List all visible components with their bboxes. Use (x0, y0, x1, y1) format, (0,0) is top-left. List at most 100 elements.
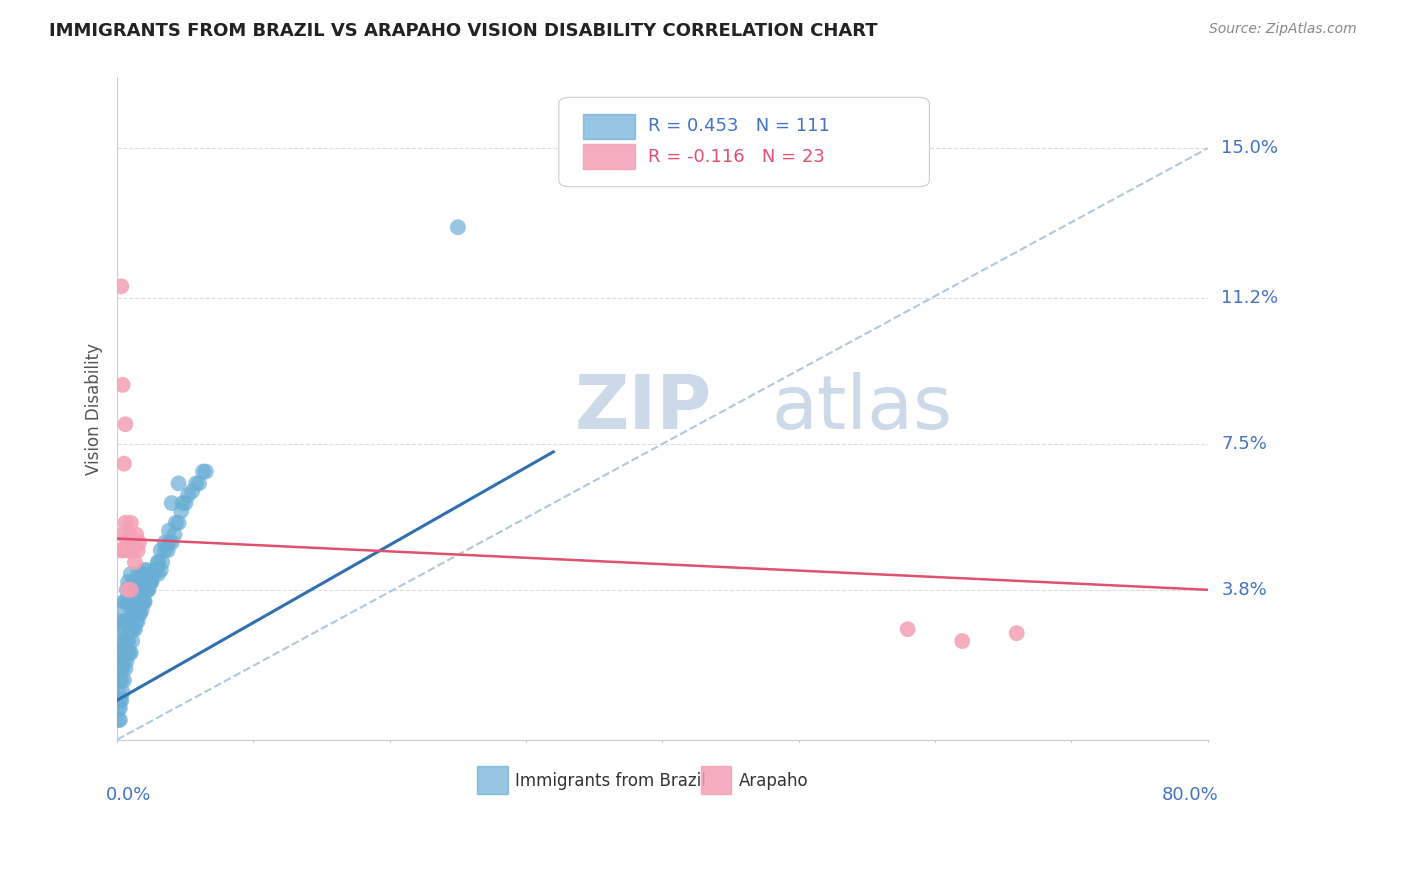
Point (111, 622, 134, 636)
Point (127, 567, 149, 582)
Text: 3.8%: 3.8% (1222, 581, 1267, 599)
Point (124, 555, 146, 569)
Point (110, 693, 132, 707)
Point (177, 488, 200, 502)
Point (897, 622, 920, 636)
Point (115, 615, 138, 629)
Point (114, 516, 136, 530)
Point (131, 567, 153, 582)
Point (122, 535, 145, 549)
Point (117, 646, 139, 660)
Bar (582, 145, 636, 169)
Text: 7.5%: 7.5% (1222, 435, 1267, 453)
Point (132, 567, 155, 582)
Point (110, 646, 132, 660)
Point (112, 654, 135, 668)
Point (120, 567, 142, 582)
Point (138, 582, 160, 597)
Point (114, 646, 136, 660)
Point (160, 496, 183, 510)
Point (167, 516, 190, 530)
Point (117, 543, 139, 558)
Point (141, 574, 163, 589)
Bar (700, 766, 731, 794)
Point (120, 582, 142, 597)
Point (117, 582, 139, 597)
Point (108, 646, 131, 660)
Point (146, 555, 169, 569)
Text: R = 0.453   N = 111: R = 0.453 N = 111 (648, 118, 830, 136)
Point (112, 673, 135, 688)
Point (112, 634, 135, 648)
Point (114, 594, 136, 608)
Point (115, 582, 138, 597)
Point (447, 220, 470, 235)
Point (121, 634, 143, 648)
Point (128, 574, 150, 589)
Point (129, 574, 152, 589)
Text: 0.0%: 0.0% (107, 786, 152, 804)
Point (174, 496, 197, 510)
Point (117, 574, 139, 589)
Point (114, 622, 136, 636)
Point (165, 516, 187, 530)
Point (167, 476, 190, 491)
Point (136, 582, 159, 597)
Point (163, 527, 186, 541)
Point (157, 524, 180, 538)
Point (186, 476, 208, 491)
Point (112, 457, 135, 471)
Point (120, 582, 142, 597)
Point (111, 646, 134, 660)
Point (143, 567, 166, 582)
Point (108, 673, 131, 688)
Point (149, 563, 172, 577)
Text: Arapaho: Arapaho (738, 772, 808, 789)
Point (111, 662, 134, 676)
Point (122, 622, 145, 636)
Point (110, 662, 132, 676)
Point (112, 543, 135, 558)
Point (139, 574, 162, 589)
Point (111, 602, 134, 616)
Point (118, 594, 141, 608)
Point (135, 582, 157, 597)
Point (115, 535, 138, 549)
Point (125, 582, 148, 597)
Point (120, 646, 142, 660)
Point (111, 685, 134, 699)
Point (115, 634, 138, 648)
Point (114, 662, 136, 676)
Point (124, 574, 146, 589)
FancyBboxPatch shape (558, 97, 929, 186)
Point (108, 701, 131, 715)
Point (149, 543, 172, 558)
Point (170, 504, 193, 518)
Point (160, 535, 183, 549)
Point (110, 615, 132, 629)
Point (134, 594, 156, 608)
Point (121, 543, 143, 558)
Point (124, 622, 146, 636)
Point (111, 527, 134, 541)
Point (127, 543, 149, 558)
Point (112, 615, 135, 629)
Point (153, 543, 176, 558)
Text: Source: ZipAtlas.com: Source: ZipAtlas.com (1209, 22, 1357, 37)
Point (120, 602, 142, 616)
Point (181, 484, 204, 499)
Text: ZIP: ZIP (575, 372, 713, 445)
Point (118, 527, 141, 541)
Y-axis label: Vision Disability: Vision Disability (86, 343, 103, 475)
Point (146, 555, 169, 569)
Point (107, 685, 129, 699)
Point (125, 615, 148, 629)
Text: atlas: atlas (772, 372, 952, 445)
Point (122, 574, 145, 589)
Point (136, 563, 159, 577)
Point (127, 594, 149, 608)
Point (950, 634, 973, 648)
Point (108, 662, 131, 676)
Point (122, 602, 145, 616)
Point (191, 465, 214, 479)
